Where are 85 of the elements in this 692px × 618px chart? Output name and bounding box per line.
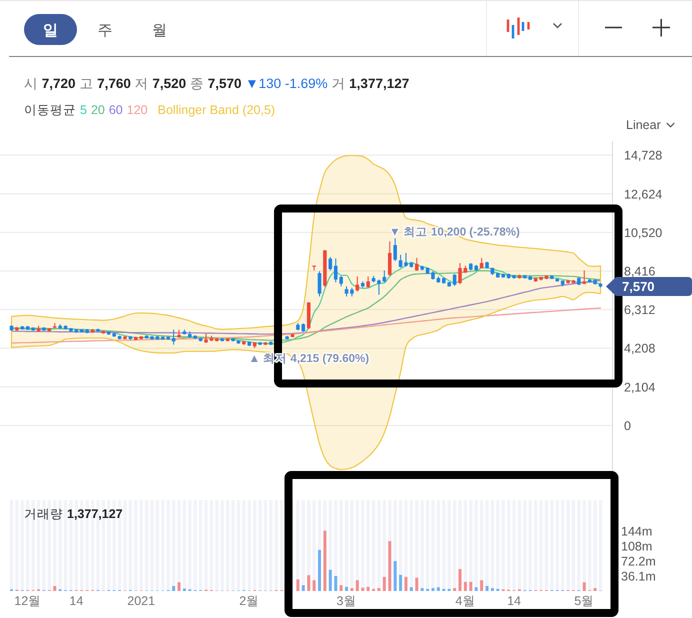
- bar: [399, 574, 402, 591]
- bar: [410, 587, 413, 591]
- y-tick-label: 0: [624, 418, 631, 433]
- text: 거래량: [24, 507, 63, 521]
- y-tick-label: 36.1m: [621, 570, 656, 584]
- x-tick-label: 14: [507, 594, 522, 608]
- text: 일: [43, 22, 58, 39]
- bar: [318, 550, 321, 591]
- candlestick: [334, 258, 338, 283]
- candlestick: [366, 276, 370, 288]
- text: 60: [108, 103, 123, 117]
- bar: [323, 530, 326, 591]
- bar: [490, 588, 494, 591]
- bar: [582, 582, 586, 591]
- bar: [594, 588, 597, 591]
- candlestick: [393, 238, 397, 262]
- bar: [312, 580, 316, 591]
- bar: [431, 588, 434, 591]
- text: Linear: [626, 118, 661, 132]
- text: 120: [126, 103, 148, 117]
- bar: [356, 580, 359, 591]
- chart-title: 시 7,720 고 7,760 저 7,520 종 7,570 ▼130 -1.69% 거 1,377,127: [24, 76, 410, 91]
- bar: [480, 580, 484, 591]
- x-tick-label: 5월: [574, 594, 594, 608]
- x-tick-label: 2021: [127, 594, 156, 608]
- text: 5: [80, 103, 87, 117]
- bar: [340, 585, 343, 591]
- candlestick: [388, 240, 392, 276]
- candlestick: [382, 270, 386, 283]
- bar: [382, 576, 386, 591]
- y-tick-label: 10,520: [624, 226, 662, 240]
- x-tick-label: 12월: [14, 594, 42, 608]
- candlestick: [328, 256, 332, 271]
- candlestick: [480, 258, 484, 270]
- bar: [172, 586, 176, 591]
- bar: [394, 561, 397, 591]
- y-tick-label: 4,208: [624, 342, 656, 356]
- text: 7,570: [622, 279, 655, 294]
- y-tick-label: 14,728: [624, 148, 662, 163]
- y-tick-label: 2,104: [624, 380, 656, 394]
- text: 월: [152, 22, 167, 39]
- bar: [464, 582, 467, 591]
- candlestick: [172, 329, 176, 346]
- bar: [486, 586, 489, 591]
- bar: [453, 588, 456, 591]
- y-tick-label: 144m: [621, 524, 652, 538]
- bar: [307, 575, 310, 591]
- text: 주: [98, 22, 112, 39]
- bar: [458, 568, 462, 591]
- bar: [436, 587, 440, 591]
- bar: [404, 576, 408, 591]
- y-tick-label: 72.2m: [621, 554, 656, 568]
- bar: [415, 578, 418, 591]
- candlestick: [339, 275, 343, 287]
- candlestick: [452, 274, 456, 286]
- bar: [302, 585, 305, 591]
- bar: [345, 586, 348, 591]
- bar: [334, 576, 338, 591]
- bar: [469, 582, 472, 591]
- bar: [377, 588, 380, 591]
- candlestick: [356, 276, 360, 292]
- text: 20: [90, 103, 105, 117]
- y-tick-label: 12,624: [624, 187, 662, 202]
- candlestick: [318, 270, 322, 297]
- bar: [178, 582, 181, 591]
- x-tick-label: 4월: [455, 594, 476, 608]
- bar: [420, 588, 424, 591]
- y-tick-label: 6,312: [624, 303, 656, 318]
- y-tick-label: 8,416: [624, 264, 656, 279]
- x-tick-label: 2월: [239, 594, 260, 608]
- bar: [296, 579, 300, 591]
- bar: [350, 588, 354, 591]
- bar: [474, 587, 478, 591]
- bar: [328, 570, 332, 591]
- candlestick: [414, 257, 419, 272]
- legend-title: 이동평균: [24, 103, 76, 117]
- candlestick: [582, 270, 586, 285]
- legend-label: Bollinger Band (20,5): [158, 103, 276, 117]
- line-series: [10, 307, 602, 344]
- x-tick-label: 3월: [336, 594, 357, 608]
- y-tick-label: 108m: [621, 540, 652, 554]
- text: 1,377,127: [67, 507, 123, 521]
- bar: [366, 586, 370, 591]
- x-tick-label: 14: [69, 594, 84, 608]
- line-series: [10, 280, 602, 335]
